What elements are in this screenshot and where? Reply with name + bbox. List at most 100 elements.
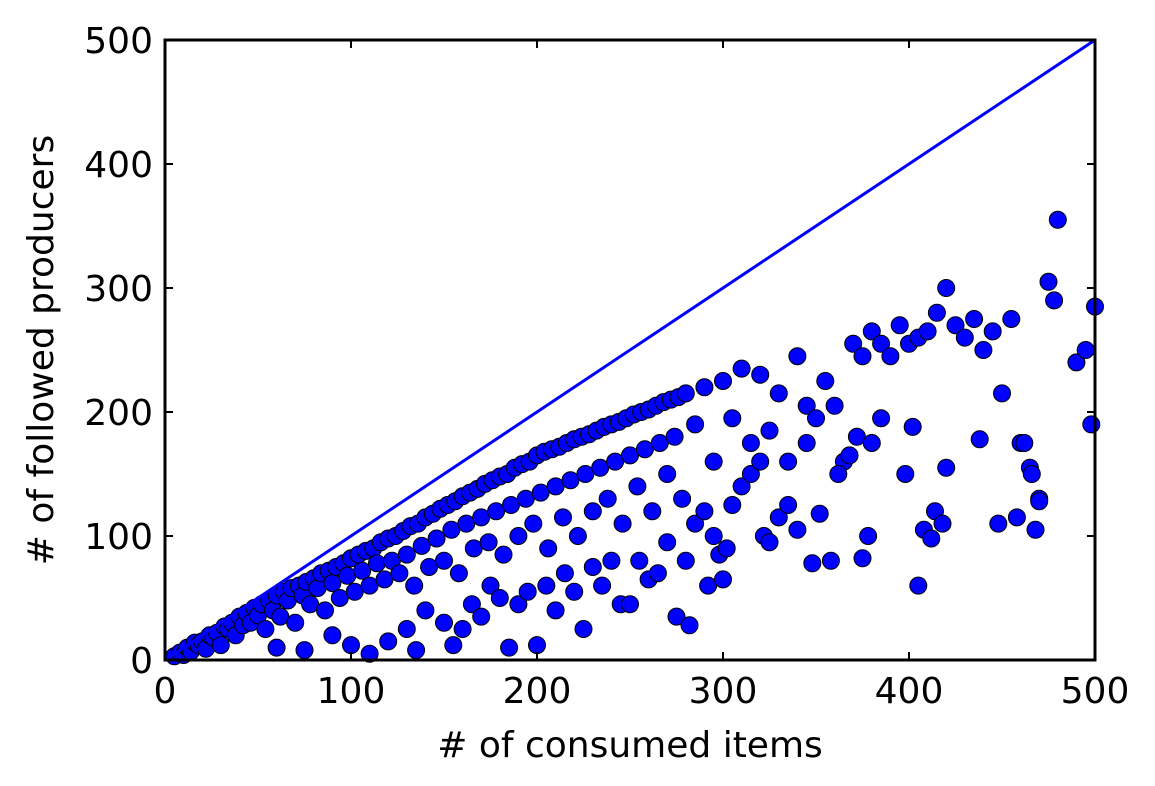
data-point xyxy=(462,595,481,614)
data-point xyxy=(704,452,723,471)
data-point xyxy=(821,551,840,570)
data-point xyxy=(862,434,881,452)
data-point xyxy=(613,514,632,533)
data-point xyxy=(918,322,937,341)
data-point xyxy=(342,636,360,655)
data-point xyxy=(338,566,357,585)
data-point xyxy=(1067,353,1086,372)
data-point xyxy=(779,452,798,471)
data-point xyxy=(295,641,314,660)
data-point xyxy=(714,372,732,390)
data-point xyxy=(881,347,900,366)
data-point xyxy=(583,502,602,521)
data-point xyxy=(509,595,528,614)
data-point xyxy=(211,636,230,655)
data-point xyxy=(1082,415,1101,434)
x-tick-label: 100 xyxy=(317,671,386,712)
data-point xyxy=(568,527,587,545)
data-point xyxy=(598,489,617,508)
data-point xyxy=(933,514,952,533)
data-point xyxy=(751,365,770,384)
data-point xyxy=(695,502,714,521)
data-point xyxy=(829,465,848,483)
data-point xyxy=(1015,434,1034,452)
data-point xyxy=(797,396,816,415)
data-point xyxy=(602,551,621,570)
data-point xyxy=(1002,310,1021,328)
data-point xyxy=(554,508,572,527)
data-point xyxy=(449,564,468,583)
data-point xyxy=(405,576,424,595)
data-point xyxy=(903,417,922,436)
data-point xyxy=(416,601,435,620)
x-tick-label: 0 xyxy=(154,671,177,712)
data-point xyxy=(353,561,372,580)
data-point xyxy=(676,551,695,570)
data-point xyxy=(927,303,946,322)
data-point xyxy=(490,589,509,607)
data-point xyxy=(970,430,989,449)
data-point xyxy=(1076,341,1095,359)
data-point xyxy=(676,384,695,403)
data-point xyxy=(308,579,327,598)
data-point xyxy=(546,601,565,620)
x-tick-label: 500 xyxy=(1061,671,1130,712)
data-point xyxy=(859,527,878,545)
data-point xyxy=(628,477,647,496)
data-point xyxy=(840,446,859,465)
data-point xyxy=(435,613,453,632)
data-point xyxy=(481,576,500,595)
points-layer xyxy=(165,210,1104,666)
data-point xyxy=(360,644,379,663)
data-point xyxy=(810,504,829,523)
data-point xyxy=(316,601,334,620)
data-point xyxy=(286,613,305,632)
data-point xyxy=(993,384,1011,403)
data-point xyxy=(937,279,956,297)
data-point xyxy=(872,334,891,353)
data-point xyxy=(509,527,528,545)
data-point xyxy=(479,533,498,552)
data-point xyxy=(1022,465,1041,483)
data-point xyxy=(427,529,446,548)
data-point xyxy=(974,341,993,359)
data-point xyxy=(518,582,537,601)
y-tick-label: 500 xyxy=(84,21,153,62)
data-point xyxy=(453,620,472,638)
data-point xyxy=(751,452,770,471)
data-point xyxy=(989,514,1008,533)
data-point xyxy=(732,477,751,496)
data-point xyxy=(723,496,742,514)
data-point xyxy=(896,465,915,483)
reference-line xyxy=(164,38,1096,662)
data-point xyxy=(965,310,984,328)
data-point xyxy=(658,465,677,483)
data-point xyxy=(397,620,416,638)
data-point xyxy=(368,554,386,573)
data-point xyxy=(412,536,431,555)
data-point xyxy=(528,636,546,655)
data-point xyxy=(539,539,558,558)
y-tick-label: 0 xyxy=(130,641,153,682)
data-point xyxy=(665,427,684,446)
data-point xyxy=(779,496,798,514)
data-point xyxy=(435,551,453,570)
data-point xyxy=(658,533,677,552)
data-point xyxy=(1026,520,1045,539)
data-point xyxy=(643,502,662,521)
data-point xyxy=(537,576,556,595)
data-point xyxy=(937,458,956,477)
data-point xyxy=(769,508,788,527)
data-point xyxy=(583,558,602,576)
data-point xyxy=(704,527,723,545)
data-point xyxy=(444,636,463,655)
data-point xyxy=(574,620,593,638)
plot-frame xyxy=(163,38,1097,662)
data-point xyxy=(717,539,736,558)
data-point xyxy=(494,545,513,564)
data-point xyxy=(1045,291,1064,310)
x-tick-label: 400 xyxy=(875,671,944,712)
data-point xyxy=(853,549,872,568)
data-point xyxy=(500,638,519,657)
data-point xyxy=(853,347,872,366)
